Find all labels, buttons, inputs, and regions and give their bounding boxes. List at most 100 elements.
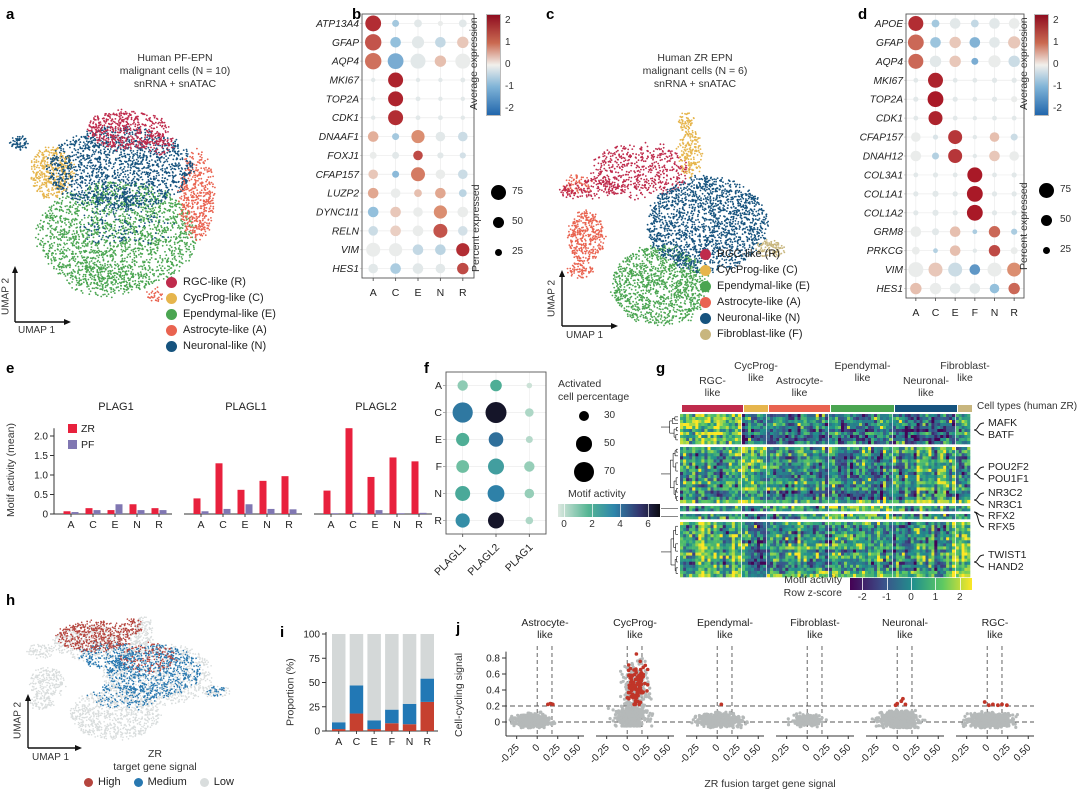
size-legend-label: 75 [512,186,523,197]
colorbar-tick: -1 [1053,81,1062,92]
dotplot-d: APOEGFAPAQP4MKI67TOP2ACDK1CFAP157DNAH12C… [860,13,1025,319]
umap-c-x-axis-label: UMAP 1 [566,330,603,341]
umap-c-legend: RGC-like (R) CycProg-like (C) Ependymal-li… [700,246,810,342]
colorbar-tick: 0 [505,59,511,70]
panel-e-label: e [6,360,14,377]
heatmap-group-label-1: CycProg-like [719,360,793,384]
motif-colorbar-tick: 0 [561,519,567,530]
dotplot-f-colorbar-label: Motif activity [568,488,626,500]
panel-a-title-line3: snRNA + snATAC [75,78,275,91]
umap-h-legend: High Medium Low [84,776,234,788]
dotplot-b-colorbar-ticks: 2 1 0 -1 -2 [503,14,523,114]
colorbar-tick: 2 [505,15,511,26]
heatmap-colorbar-tickmark [886,578,888,590]
heatmap-group-label-3: Ependymal-like [826,360,900,384]
celltype-strip-segment-0 [682,405,743,412]
legend-item-1: CycProg-like (C) [166,290,276,306]
size-legend-dot [494,248,502,256]
umap-h-legend-title-line1: ZR [95,748,215,761]
legend-item-2: Ependymal-like (E) [700,278,810,294]
activated-pct-label: 70 [604,466,615,477]
heatmap-celltype-strip [682,405,974,412]
heatmap-group-headers: RGC-like CycProg-like Astrocyte-like Ependy… [682,360,990,404]
umap-h-plot [25,616,231,751]
size-legend-label: 25 [512,246,523,257]
celltype-strip-segment-5 [958,405,972,412]
legend-label: Fibroblast-like (F) [717,328,803,340]
legend-item-2: Low [199,776,234,788]
dotplot-d-size-legend-label: Percent expressed [1018,176,1030,276]
heatmap-colorbar [850,578,972,590]
motif-colorbar-tickmark [592,504,593,517]
size-legend-label: 25 [1060,244,1071,255]
colorbar-tick: -2 [1053,103,1062,114]
legend-label: RGC-like (R) [717,248,780,260]
dotplot-d-size-legend: 75 50 25 [1036,180,1080,272]
legend-label: CycProg-like (C) [183,292,264,304]
umap-h-legend-title-line2: target gene signal [75,761,235,774]
legend-label: Astrocyte-like (A) [717,296,801,308]
activated-pct-dot [573,461,595,483]
umap-a-legend: RGC-like (R) CycProg-like (C) Ependymal-li… [166,274,276,354]
legend-label: Astrocyte-like (A) [183,324,267,336]
legend-item-3: Astrocyte-like (A) [166,322,276,338]
heatmap-colorbar-tickmark [935,578,937,590]
legend-swatch [133,777,143,787]
size-legend-dot [490,184,506,200]
dotplot-f-size-title-line2: cell percentage [558,391,678,404]
heatmap-group-label-4: Neuronal-like [889,375,963,399]
heatmap-colorbar-tickmark [862,578,864,590]
legend-item-3: Astrocyte-like (A) [700,294,810,310]
heatmap-colorbar-label: Motif activity Row z-score [742,574,842,599]
motif-colorbar-tick: 6 [645,519,651,530]
scatter-j-x-axis-label: ZR fusion target gene signal [620,778,920,791]
legend-item-0: RGC-like (R) [166,274,276,290]
legend-swatch [700,312,711,324]
legend-swatch [166,340,177,352]
dotplot-b: ATP13A4GFAPAQP4MKI67TOP2ACDK1DNAAF1FOXJ1… [315,13,475,299]
heatmap-g [661,414,971,578]
panel-b-label: b [352,6,361,23]
dotplot-b-size-legend-label: Percent expressed [470,178,482,278]
legend-swatch [700,264,711,276]
dotplot-b-colorbar-label: Average expression [468,12,480,116]
heatmap-colorbar-tickmark [911,578,912,590]
heatmap-colorbar-tickmark [959,578,961,590]
legend-label: Medium [148,776,187,788]
legend-swatch [700,248,711,260]
motif-colorbar-tick: 4 [617,519,623,530]
activated-pct-dot [576,436,592,452]
legend-label: RGC-like (R) [183,276,246,288]
heatmap-group-label-0: RGC-like [676,375,750,399]
heatmap-colorbar-tick: 0 [908,592,914,603]
celltype-strip-segment-3 [831,405,894,412]
size-legend-label: 50 [1060,214,1071,225]
activated-pct-dot [578,410,590,422]
legend-item-4: Neuronal-like (N) [166,338,276,354]
panel-c-title-line3: snRNA + snATAC [595,78,795,91]
panel-j-label: j [456,620,460,637]
legend-item-0: High [84,776,121,788]
panel-a-title-line1: Human PF-EPN [75,52,275,65]
scatter-j-y-axis-label: Cell-cycling signal [452,640,466,750]
dotplot-d-colorbar [1034,14,1049,116]
legend-swatch [166,276,177,288]
heatmap-motif-labels: MAFKBATFPOU2F2POU1F1NR3C2NR3C1RFX2RFX5TW… [974,417,1029,573]
legend-label: CycProg-like (C) [717,264,798,276]
heatmap-colorbar-tick: -1 [882,592,891,603]
umap-a-plot [8,108,216,325]
panel-a-title-line2: malignant cells (N = 10) [75,65,275,78]
panel-g-label: g [656,360,665,377]
umap-h-y-axis-label: UMAP 2 [12,694,24,746]
colorbar-tick: -1 [505,81,514,92]
size-legend-dot [1040,214,1052,226]
panel-h-label: h [6,592,15,609]
legend-swatch [199,777,209,787]
legend-label: Neuronal-like (N) [717,312,800,324]
legend-swatch [700,280,711,292]
legend-swatch [166,292,177,304]
